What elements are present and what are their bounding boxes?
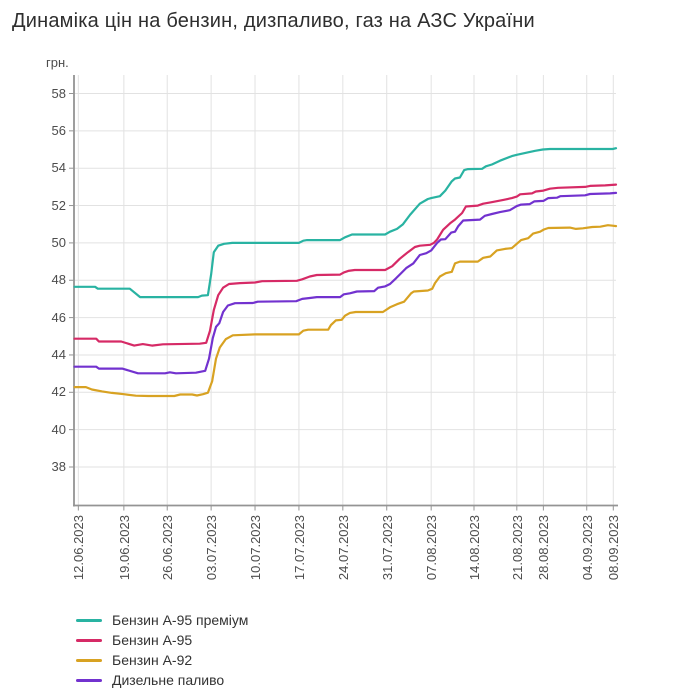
y-tick-label: 54 (51, 160, 66, 176)
series-line-бензин-а-95-преміум (73, 147, 618, 299)
legend-item[interactable]: Дизельне паливо (76, 673, 248, 688)
legend-swatch (76, 639, 102, 642)
y-tick-label: 46 (51, 309, 66, 325)
x-tick-label: 10.07.2023 (248, 515, 264, 581)
x-tick-label: 31.07.2023 (379, 515, 395, 581)
y-tick-label: 56 (51, 122, 66, 138)
x-tick-label: 14.08.2023 (466, 515, 482, 581)
legend-swatch (76, 619, 102, 622)
x-tick-label: 12.06.2023 (71, 515, 87, 581)
y-tick-label: 48 (51, 272, 66, 288)
y-tick-label: 40 (51, 421, 66, 437)
x-tick-label: 28.08.2023 (536, 515, 552, 581)
y-tick-label: 52 (51, 197, 66, 213)
x-tick-label: 24.07.2023 (335, 515, 351, 581)
legend-item[interactable]: Бензин А-95 (76, 633, 248, 648)
legend-swatch (76, 659, 102, 662)
legend-swatch (76, 679, 102, 682)
legend-item[interactable]: Бензин А-92 (76, 653, 248, 668)
x-tick-label: 17.07.2023 (291, 515, 307, 581)
y-tick-label: 58 (51, 85, 66, 101)
legend-item[interactable]: Бензин А-95 преміум (76, 613, 248, 628)
legend-label: Дизельне паливо (112, 672, 225, 688)
x-tick-label: 21.08.2023 (509, 515, 525, 581)
y-tick-label: 44 (51, 346, 66, 362)
legend-label: Бензин А-95 (112, 632, 193, 648)
x-tick-label: 26.06.2023 (160, 515, 176, 581)
y-tick-label: 50 (51, 234, 66, 250)
x-tick-label: 19.06.2023 (116, 515, 132, 581)
legend-label: Бензин А-92 (112, 652, 193, 668)
y-tick-label: 38 (51, 459, 66, 474)
y-axis-unit-label: грн. (46, 55, 69, 70)
legend-label: Бензин А-95 преміум (112, 612, 249, 628)
chart-title: Динаміка цін на бензин, дизпаливо, газ н… (12, 10, 535, 32)
legend: Бензин А-95 преміум Бензин А-95 Бензин А-9… (76, 613, 248, 691)
y-tick-label: 42 (51, 384, 66, 400)
x-tick-label: 03.07.2023 (204, 515, 220, 581)
x-tick-label: 04.09.2023 (579, 515, 595, 581)
x-tick-label: 07.08.2023 (424, 515, 440, 581)
series-line-бензин-а-92 (73, 224, 618, 398)
series-line-бензин-а-95 (73, 183, 618, 347)
x-tick-label: 08.09.2023 (606, 515, 622, 581)
series-line-дизельне-паливо (73, 191, 618, 375)
